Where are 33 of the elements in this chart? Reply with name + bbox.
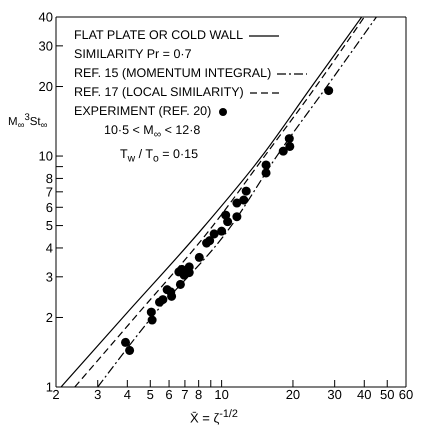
y-tick-label: 10: [38, 148, 53, 164]
y-tick-label: 6: [46, 200, 53, 215]
y-tick-label: 3: [46, 269, 53, 284]
x-tick-label: 60: [398, 387, 414, 402]
y-tick-label: 40: [38, 10, 53, 25]
y-axis-title: M$_{∞}$$^{3}$St$_{∞}$: [8, 112, 48, 132]
legend-label: FLAT PLATE OR COLD WALL: [74, 27, 244, 44]
x-axis-title: X̄ = ζ$^{-1/2}$: [190, 408, 238, 426]
y-tick-label: 2: [46, 310, 53, 326]
x-tick-label: 7: [181, 387, 189, 402]
x-tick-label: 8: [195, 387, 202, 402]
y-tick-label: 30: [38, 38, 53, 54]
y-tick-label: 7: [46, 184, 53, 200]
annotation: SIMILARITY Pr = 0·7: [74, 46, 193, 63]
annotation: 10·5 < M$_{∞}$ < 12·8: [103, 122, 202, 142]
y-tick-label: 4: [46, 240, 53, 256]
y-tick-label: 8: [46, 171, 53, 186]
x-tick-label: 6: [165, 387, 173, 402]
x-tick-label: 50: [380, 387, 394, 402]
y-tick-label: 5: [46, 218, 53, 234]
x-tick-label: 10: [214, 387, 229, 402]
legend-label: EXPERIMENT (REF. 20): [74, 103, 212, 120]
x-tick-label: 4: [124, 387, 131, 402]
x-tick-label: 5: [146, 387, 154, 402]
x-tick-label: 30: [327, 387, 342, 402]
x-tick-label: 40: [357, 387, 372, 402]
annotation: T$_{w}$ / T$_{o}$ = 0·15: [119, 146, 200, 166]
x-tick-label: 20: [286, 387, 300, 402]
y-tick-label: 1: [46, 380, 53, 395]
legend-label: REF. 15 (MOMENTUM INTEGRAL): [74, 65, 272, 82]
y-tick-label: 20: [38, 79, 53, 94]
legend-label: REF. 17 (LOCAL SIMILARITY): [74, 84, 244, 101]
x-tick-label: 3: [94, 387, 102, 402]
